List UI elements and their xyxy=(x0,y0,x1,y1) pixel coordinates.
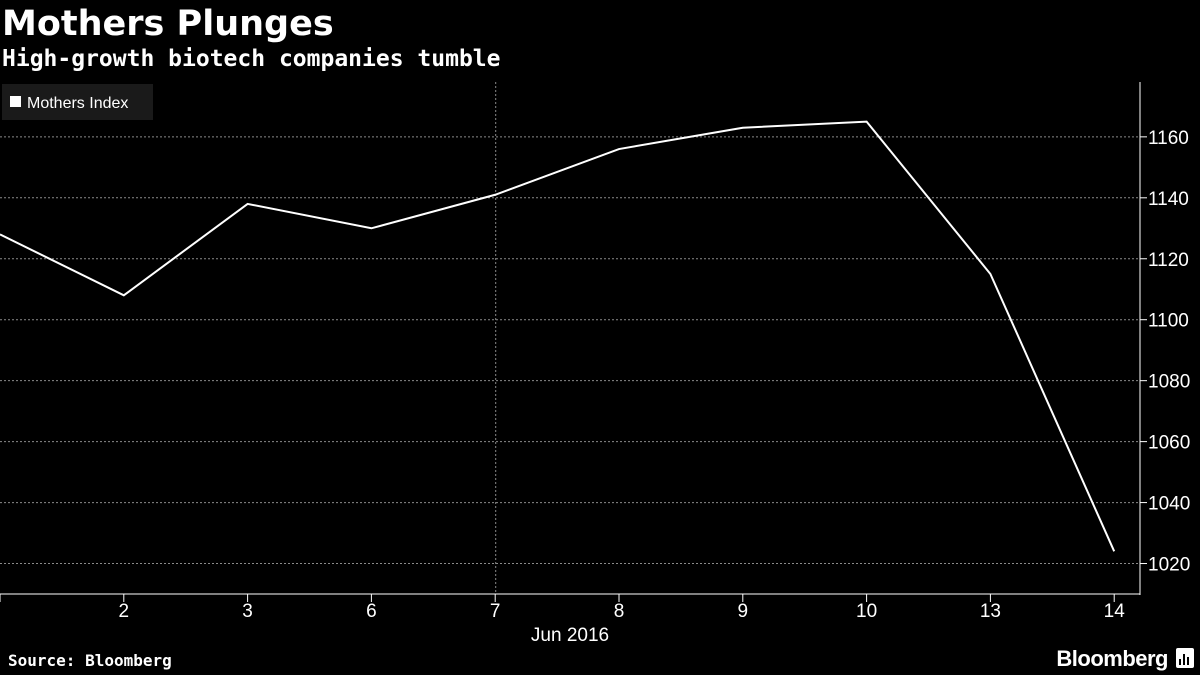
bloomberg-logo-icon xyxy=(1176,648,1194,668)
y-tick-label: 1040 xyxy=(1148,494,1190,515)
legend[interactable]: Mothers Index xyxy=(2,84,153,120)
y-tick-label: 1120 xyxy=(1148,250,1189,271)
x-tick-label: 3 xyxy=(242,601,253,622)
legend-swatch-icon xyxy=(10,96,21,107)
bloomberg-logo-text: Bloomberg xyxy=(1056,646,1168,671)
x-tick-label: 13 xyxy=(980,601,1001,622)
chart-title: Mothers Plunges xyxy=(2,4,334,44)
axes xyxy=(0,82,1147,602)
y-tick-label: 1060 xyxy=(1148,433,1190,454)
grid-lines xyxy=(0,82,1140,594)
x-tick-label: 14 xyxy=(1104,601,1126,622)
y-tick-label: 1020 xyxy=(1148,555,1190,576)
legend-entry-label: Mothers Index xyxy=(27,95,128,112)
x-axis-label: Jun 2016 xyxy=(531,625,609,646)
chart-subtitle: High-growth biotech companies tumble xyxy=(2,46,501,72)
y-tick-label: 1140 xyxy=(1148,189,1189,210)
y-tick-label: 1080 xyxy=(1148,372,1190,393)
x-tick-label: 2 xyxy=(119,601,130,622)
x-tick-labels: 2 3 6 7 8 9 10 13 14 xyxy=(119,601,1126,622)
x-tick-label: 7 xyxy=(490,601,501,622)
series-line-mothers-index xyxy=(0,120,1116,552)
x-tick-label: 10 xyxy=(856,601,877,622)
x-tick-label: 8 xyxy=(614,601,625,622)
x-tick-label: 6 xyxy=(366,601,377,622)
y-tick-label: 1160 xyxy=(1148,128,1189,149)
series xyxy=(0,120,1116,552)
legend-background xyxy=(2,84,153,120)
x-tick-label: 9 xyxy=(738,601,749,622)
y-tick-label: 1100 xyxy=(1148,311,1189,332)
source-note: Source: Bloomberg xyxy=(8,651,172,670)
y-tick-labels: 1020 1040 1060 1080 1100 1120 1140 1160 xyxy=(1148,128,1190,576)
